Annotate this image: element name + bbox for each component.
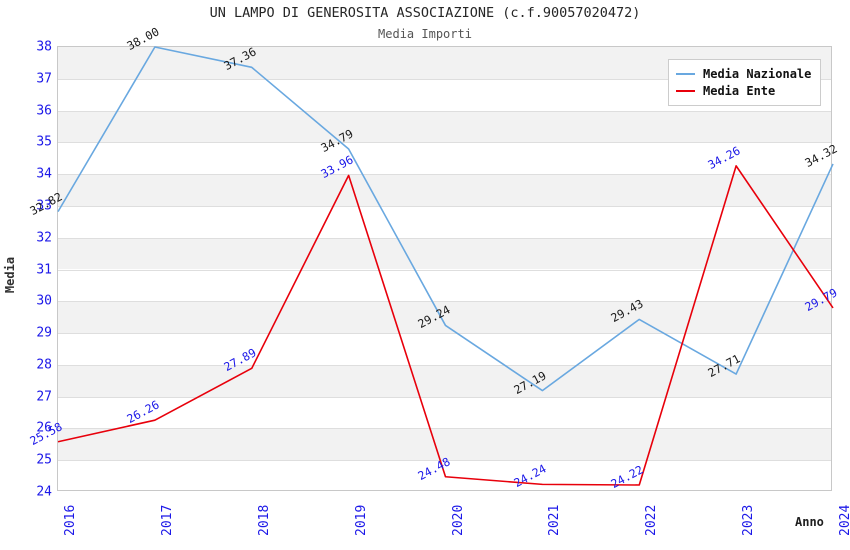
gridline: [58, 301, 831, 303]
chart-subtitle: Media Importi: [378, 27, 472, 41]
gridline: [58, 78, 831, 80]
y-axis-tick: 38: [36, 39, 52, 55]
plot-band: [58, 364, 831, 397]
x-axis-tick: 2022: [644, 504, 660, 536]
gridline: [58, 333, 831, 335]
legend-swatch-media-nazionale: [676, 72, 695, 75]
y-axis-tick: 29: [36, 325, 52, 341]
y-axis-tick: 25: [36, 452, 52, 468]
y-axis-tick: 27: [36, 389, 52, 405]
gridline: [58, 428, 831, 430]
x-axis-tick: 2019: [353, 504, 369, 536]
x-axis-tick-labels: 2016 2017 2018 2019 2020 2021 2022 2023 2024: [0, 496, 850, 550]
y-axis-tick: 37: [36, 71, 52, 87]
plot-area: 32.82 38.00 37.36 34.79 29.24 27.19 29.43 27.71…: [27, 24, 840, 491]
x-axis-tick: 2016: [63, 504, 78, 536]
gridline: [58, 205, 831, 207]
y-axis-tick: 32: [36, 230, 52, 246]
series-line: [57, 165, 834, 486]
plot-band: [58, 110, 831, 143]
gridline: [58, 237, 831, 239]
legend-swatch-media-ente: [676, 89, 695, 92]
x-axis-tick: 2017: [159, 504, 175, 536]
y-axis-title: Media: [3, 256, 18, 294]
y-axis-tick-labels: 24 25 26 27 28 29 30 31 32 33 34 35 36 37 38: [0, 40, 52, 500]
y-axis-tick: 31: [36, 262, 52, 277]
y-axis-tick: 26: [36, 420, 52, 436]
chart-title: UN LAMPO DI GENEROSITA ASSOCIAZIONE (c.f…: [209, 5, 641, 21]
plot-band: [58, 428, 831, 461]
gridline: [58, 174, 831, 176]
gridline: [58, 396, 831, 398]
x-axis-tick: 2024: [838, 504, 850, 536]
y-axis-tick: 36: [36, 103, 52, 119]
series-lines: [57, 46, 834, 486]
gridline: [58, 460, 831, 462]
x-axis-tick: 2023: [741, 504, 757, 536]
y-axis-tick: 28: [36, 357, 52, 373]
x-axis-tick: 2020: [450, 504, 466, 536]
plot-background-bands: [58, 47, 831, 490]
plot-band: [58, 301, 831, 334]
gridline: [58, 142, 831, 144]
plot-band: [58, 237, 831, 270]
plot-band: [58, 174, 831, 206]
chart-legend: Media Nazionale Media Ente: [668, 59, 822, 106]
gridline: [58, 269, 831, 271]
x-axis-tick: 2018: [256, 504, 272, 536]
y-axis-tick: 24: [36, 484, 52, 500]
x-axis-title: Anno: [795, 515, 824, 529]
legend-label: Media Nazionale: [703, 66, 812, 81]
y-axis-tick: 33: [36, 198, 52, 214]
legend-label: Media Ente: [703, 83, 776, 98]
x-axis-tick: 2021: [547, 504, 563, 536]
y-axis-tick: 34: [36, 166, 52, 182]
gridline: [58, 110, 831, 112]
legend-item[interactable]: Media Nazionale: [676, 65, 811, 82]
y-axis-tick: 35: [36, 134, 52, 150]
legend-item[interactable]: Media Ente: [676, 82, 811, 99]
y-axis-tick: 30: [36, 293, 52, 309]
gridline: [58, 364, 831, 366]
series-line: [57, 46, 834, 392]
